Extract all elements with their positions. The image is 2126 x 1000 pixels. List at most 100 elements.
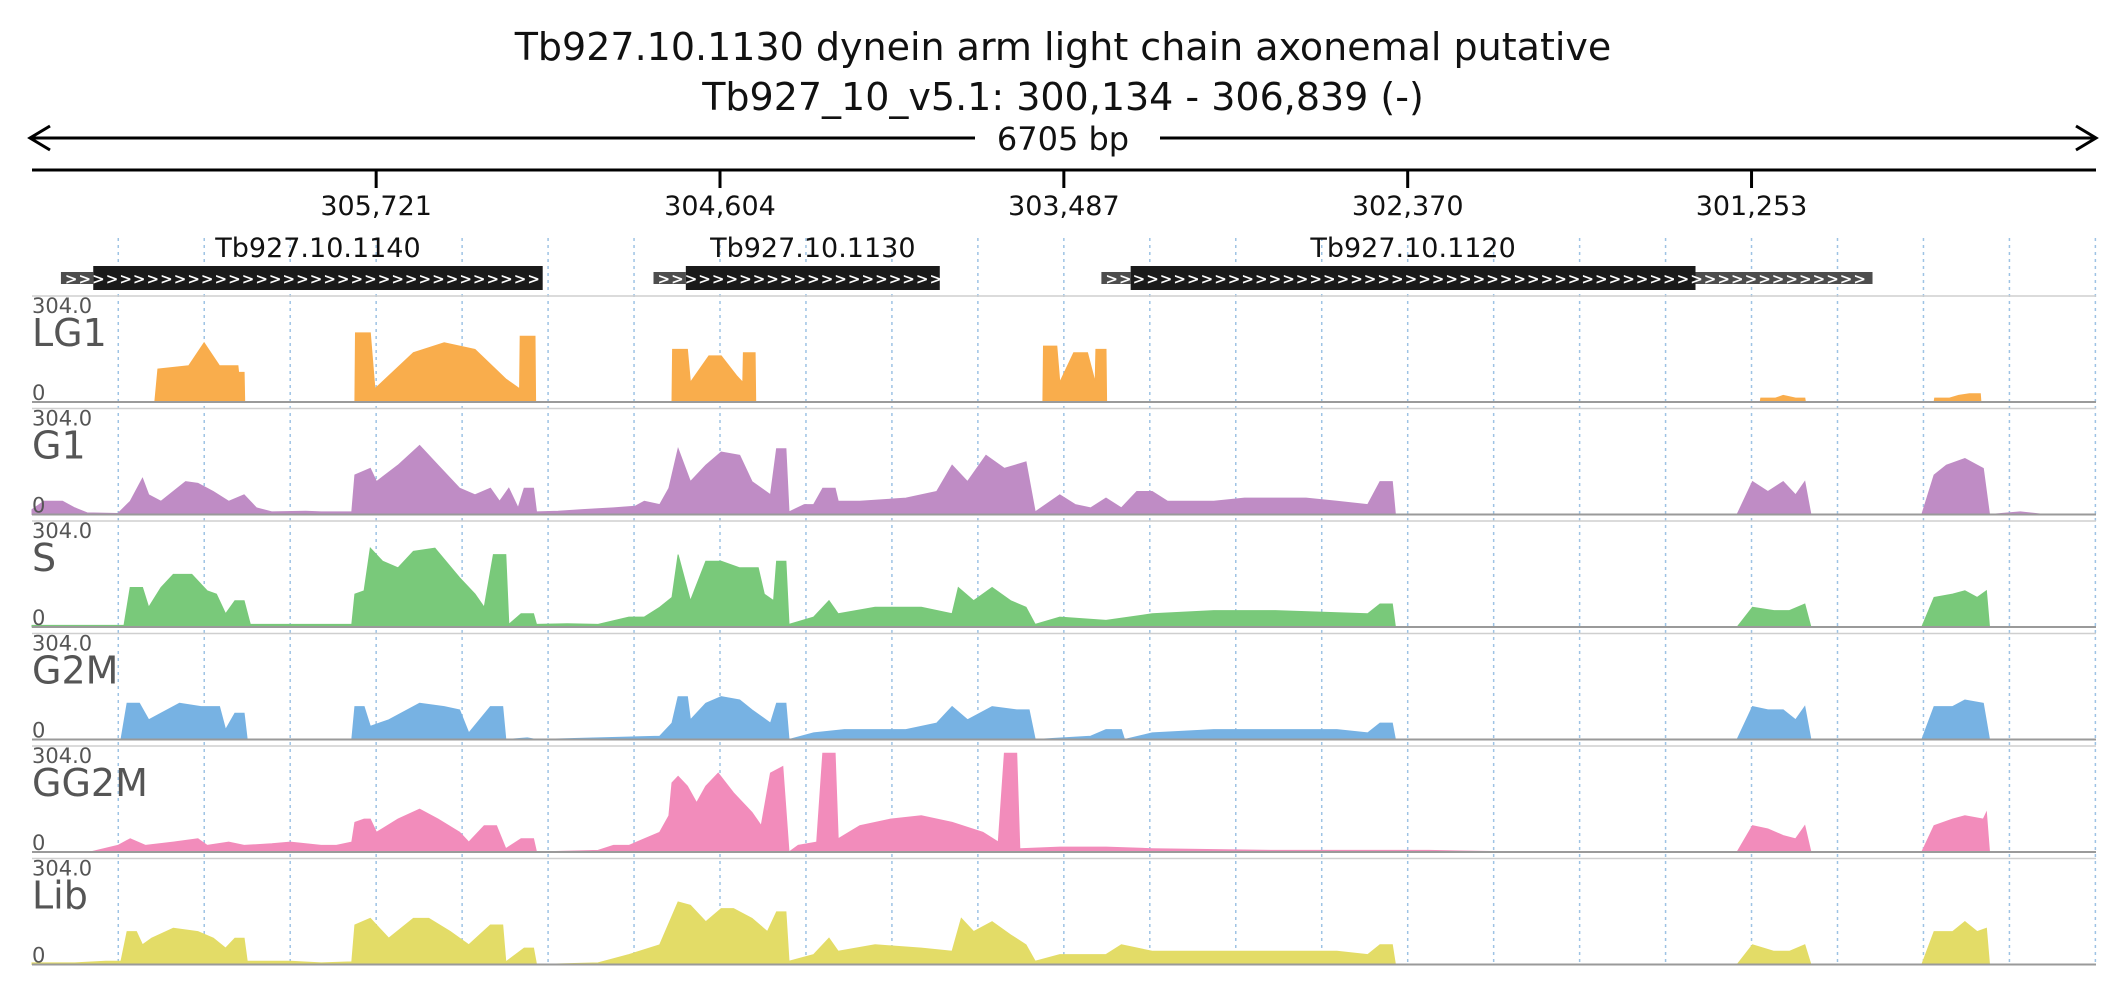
strand-chevron-icon: > <box>487 270 500 288</box>
strand-chevron-icon: > <box>160 270 173 288</box>
strand-chevron-icon: > <box>1119 270 1132 288</box>
gene-label: Tb927.10.1140 <box>214 233 420 264</box>
track-zero-label: 0 <box>32 719 45 743</box>
strand-chevron-icon: > <box>1187 270 1200 288</box>
strand-chevron-icon: > <box>1214 270 1227 288</box>
track-name: G2M <box>32 649 118 693</box>
strand-chevron-icon: > <box>1513 270 1526 288</box>
coverage-area <box>154 332 1982 403</box>
strand-chevron-icon: > <box>215 270 228 288</box>
strand-chevron-icon: > <box>1731 270 1744 288</box>
strand-chevron-icon: > <box>119 270 132 288</box>
strand-chevron-icon: > <box>446 270 459 288</box>
strand-chevron-icon: > <box>201 270 214 288</box>
strand-chevron-icon: > <box>364 270 377 288</box>
span-label: 6705 bp <box>997 120 1129 158</box>
strand-chevron-icon: > <box>1772 270 1785 288</box>
strand-chevron-icon: > <box>726 270 739 288</box>
strand-chevron-icon: > <box>1527 270 1540 288</box>
cds-block <box>1130 266 1696 290</box>
strand-chevron-icon: > <box>419 270 432 288</box>
strand-chevron-icon: > <box>1146 270 1159 288</box>
strand-chevron-icon: > <box>283 270 296 288</box>
strand-chevron-icon: > <box>1853 270 1866 288</box>
strand-chevron-icon: > <box>1758 270 1771 288</box>
track-max-label: 304.0 <box>32 857 92 881</box>
chart-title: Tb927.10.1130 dynein arm light chain axo… <box>514 25 1612 69</box>
strand-chevron-icon: > <box>473 270 486 288</box>
strand-chevron-icon: > <box>1459 270 1472 288</box>
strand-chevron-icon: > <box>133 270 146 288</box>
strand-chevron-icon: > <box>658 270 671 288</box>
strand-chevron-icon: > <box>889 270 902 288</box>
strand-chevron-icon: > <box>698 270 711 288</box>
strand-chevron-icon: > <box>1296 270 1309 288</box>
track-name: LG1 <box>32 311 107 355</box>
strand-chevron-icon: > <box>432 270 445 288</box>
strand-chevron-icon: > <box>1636 270 1649 288</box>
strand-chevron-icon: > <box>1241 270 1254 288</box>
strand-chevron-icon: > <box>79 270 92 288</box>
strand-chevron-icon: > <box>1813 270 1826 288</box>
strand-chevron-icon: > <box>459 270 472 288</box>
strand-chevron-icon: > <box>1704 270 1717 288</box>
strand-chevron-icon: > <box>1745 270 1758 288</box>
track-zero-label: 0 <box>32 944 45 968</box>
track-zero-label: 0 <box>32 606 45 630</box>
strand-chevron-icon: > <box>1337 270 1350 288</box>
strand-chevron-icon: > <box>1473 270 1486 288</box>
coverage-area <box>31 901 2096 966</box>
strand-chevron-icon: > <box>834 270 847 288</box>
strand-chevron-icon: > <box>1364 270 1377 288</box>
strand-chevron-icon: > <box>875 270 888 288</box>
strand-chevron-icon: > <box>269 270 282 288</box>
strand-chevron-icon: > <box>147 270 160 288</box>
strand-chevron-icon: > <box>1622 270 1635 288</box>
strand-chevron-icon: > <box>337 270 350 288</box>
track-max-label: 304.0 <box>32 519 92 543</box>
track-name: Lib <box>32 874 88 918</box>
strand-chevron-icon: > <box>174 270 187 288</box>
strand-chevron-icon: > <box>106 270 119 288</box>
track-max-label: 304.0 <box>32 632 92 656</box>
strand-chevron-icon: > <box>310 270 323 288</box>
track-S: 304.0S 0 <box>31 519 2096 630</box>
strand-chevron-icon: > <box>930 270 943 288</box>
strand-chevron-icon: > <box>1500 270 1513 288</box>
utr-5prime <box>1101 272 1131 284</box>
strand-chevron-icon: > <box>671 270 684 288</box>
strand-chevron-icon: > <box>1554 270 1567 288</box>
strand-chevron-icon: > <box>242 270 255 288</box>
track-name: GG2M <box>32 761 148 805</box>
strand-chevron-icon: > <box>1568 270 1581 288</box>
track-G1: 304.0G1 0 <box>31 407 2096 518</box>
track-zero-label: 0 <box>32 381 45 405</box>
strand-chevron-icon: > <box>296 270 309 288</box>
gene-Tb927.10.1120: > > > > > > > > > > > > > > > > > > > > > > > > > > > > > > > > > > > > > > > >… <box>1101 233 1873 290</box>
strand-chevron-icon: > <box>1541 270 1554 288</box>
x-tick-label: 301,253 <box>1696 191 1808 222</box>
strand-chevron-icon: > <box>1391 270 1404 288</box>
strand-chevron-icon: > <box>739 270 752 288</box>
track-zero-label: 0 <box>32 494 45 518</box>
gene-Tb927.10.1130: > > > > > > > > > > > > > > > > > > > > >Tb927.10.1130 <box>653 233 943 290</box>
gene-Tb927.10.1140: > > > > > > > > > > > > > > > > > > > > > > > > > > > > > > > > > > >Tb927… <box>60 233 543 290</box>
strand-chevron-icon: > <box>65 270 78 288</box>
track-max-label: 304.0 <box>32 407 92 431</box>
gene-models: > > > > > > > > > > > > > > > > > > > > > > > > > > > > > > > > > > >Tb927… <box>60 233 1873 290</box>
strand-chevron-icon: > <box>255 270 268 288</box>
strand-chevron-icon: > <box>1663 270 1676 288</box>
coverage-area <box>32 696 2096 741</box>
strand-chevron-icon: > <box>794 270 807 288</box>
chart-subtitle: Tb927_10_v5.1: 300,134 - 306,839 (-) <box>701 75 1424 119</box>
strand-chevron-icon: > <box>1323 270 1336 288</box>
strand-chevron-icon: > <box>902 270 915 288</box>
track-max-label: 304.0 <box>32 294 92 318</box>
strand-chevron-icon: > <box>1418 270 1431 288</box>
strand-chevron-icon: > <box>1799 270 1812 288</box>
coverage-area <box>31 444 2096 516</box>
strand-chevron-icon: > <box>1309 270 1322 288</box>
coverage-area <box>31 547 2096 628</box>
